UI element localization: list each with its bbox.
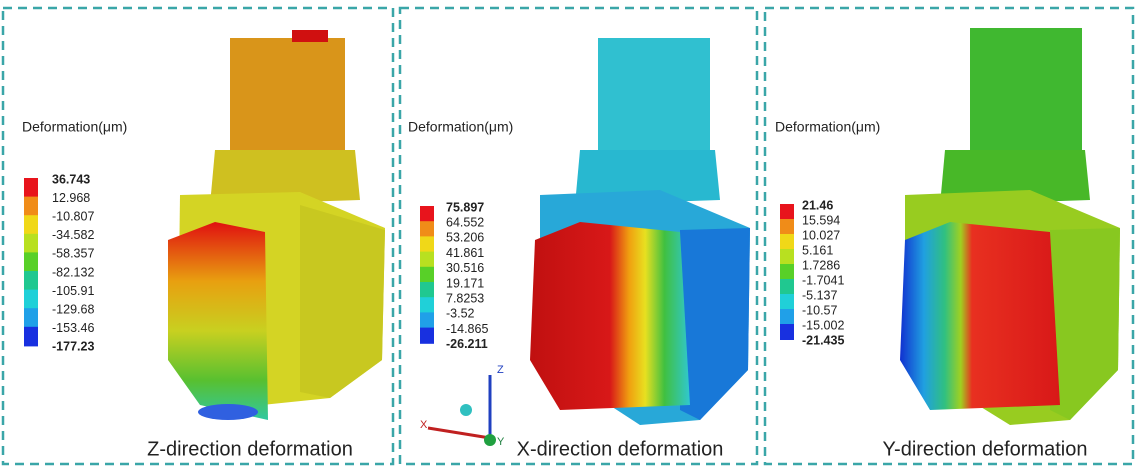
legend-value: 10.027	[802, 228, 840, 242]
legend-swatch	[24, 178, 38, 198]
legend-value: -129.68	[52, 302, 94, 316]
axis-label: Y	[497, 436, 505, 448]
axis-label: Z	[497, 364, 504, 376]
legend-swatch	[420, 312, 434, 328]
legend-swatch	[24, 308, 38, 328]
legend-swatch	[780, 279, 794, 295]
legend-title: Deformation(μm)	[408, 119, 513, 135]
legend-title: Deformation(μm)	[22, 119, 127, 135]
legend-swatch	[780, 264, 794, 280]
legend-value: 41.861	[446, 246, 484, 260]
legend-value: -10.807	[52, 209, 94, 223]
legend-value: 53.206	[446, 231, 484, 245]
legend-swatch	[420, 267, 434, 283]
legend-swatch	[780, 309, 794, 325]
legend-swatch	[24, 290, 38, 310]
legend-value: 5.161	[802, 243, 833, 257]
legend-value: -1.7041	[802, 273, 844, 287]
legend-swatch	[420, 221, 434, 237]
axis-label: X	[420, 419, 428, 431]
legend-value: -5.137	[802, 288, 837, 302]
legend-value: -34.582	[52, 228, 94, 242]
legend-value: 36.743	[52, 172, 90, 186]
figure: Z X Y Deformation(μm) 36.743 12.968 -10.807…	[0, 0, 1137, 471]
legend-value: 19.171	[446, 276, 484, 290]
legend-value: -105.91	[52, 284, 94, 298]
legend-swatch	[24, 327, 38, 347]
legend-value: 1.7286	[802, 258, 840, 272]
legend-swatch	[24, 197, 38, 217]
legend-value: 75.897	[446, 200, 484, 214]
legend-swatch	[780, 294, 794, 310]
legend-swatch	[780, 249, 794, 265]
legend-swatch	[24, 215, 38, 235]
legend-swatch	[24, 271, 38, 291]
legend-value: -58.357	[52, 247, 94, 261]
legend-value: -177.23	[52, 340, 94, 354]
legend-value: -10.57	[802, 303, 837, 317]
legend-value: -26.211	[446, 337, 488, 351]
legend-swatch	[420, 206, 434, 222]
legend-value: -14.865	[446, 322, 488, 336]
axis-dot	[460, 404, 472, 416]
legend-title: Deformation(μm)	[775, 119, 880, 135]
legend-value: -15.002	[802, 318, 844, 332]
axis-x	[428, 428, 490, 438]
legend-value: 21.46	[802, 198, 833, 212]
legend-swatch	[420, 252, 434, 268]
legend-swatch	[780, 234, 794, 250]
legend-swatch	[24, 252, 38, 272]
legend-swatch	[420, 297, 434, 313]
model-z	[168, 30, 385, 420]
legend-value: 7.8253	[446, 291, 484, 305]
legend-value: -82.132	[52, 265, 94, 279]
legend-value: 12.968	[52, 191, 90, 205]
legend-value: -21.435	[802, 333, 844, 347]
model-y	[900, 28, 1120, 425]
legend-value: 64.552	[446, 215, 484, 229]
legend-value: -153.46	[52, 321, 94, 335]
legend-swatch	[24, 234, 38, 254]
caption: Z-direction deformation	[147, 438, 353, 460]
caption: X-direction deformation	[517, 438, 724, 460]
legend-swatch	[780, 324, 794, 340]
legend-value: 30.516	[446, 261, 484, 275]
legend-value: 15.594	[802, 213, 840, 227]
caption: Y-direction deformation	[883, 438, 1088, 460]
legend-value: -3.52	[446, 307, 475, 321]
legend-swatch	[780, 219, 794, 235]
legend-swatch	[420, 236, 434, 252]
legend-swatch	[780, 204, 794, 220]
axis-y	[484, 434, 496, 446]
legend-swatch	[420, 328, 434, 344]
legend-swatch	[420, 282, 434, 298]
